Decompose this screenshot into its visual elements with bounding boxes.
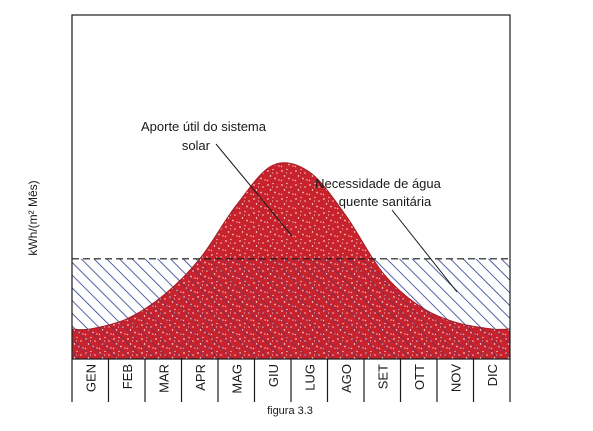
annotation-demand-line1: Necessidade de água [315,176,442,191]
x-tick-label: AGO [339,364,354,393]
x-tick-label: MAR [156,364,171,393]
annotation-solar: Aporte útil do sistema solar [141,119,293,237]
figure-caption: figura 3.3 [267,405,313,417]
annotation-demand-leader [391,209,458,293]
x-tick-label: SET [375,364,390,389]
x-tick-label: MAG [229,364,244,394]
annotation-solar-line2: solar [182,138,211,153]
x-tick-label: DIC [485,364,500,386]
annotation-demand-line2: quente sanitária [339,194,432,209]
annotation-solar-leader [215,143,293,237]
y-axis-label: kWh/(m² Mês) [26,180,40,255]
x-tick-label: LUG [302,364,317,391]
x-tick-label: FEB [120,364,135,389]
x-tick-label: NOV [448,364,463,393]
annotation-demand: Necessidade de água quente sanitária [315,176,458,293]
x-tick-label: OTT [412,364,427,390]
x-tick-label: GEN [83,364,98,392]
annotation-solar-line1: Aporte útil do sistema [141,119,267,134]
x-tick-label: GIU [266,364,281,387]
x-tick-label: APR [193,364,208,391]
